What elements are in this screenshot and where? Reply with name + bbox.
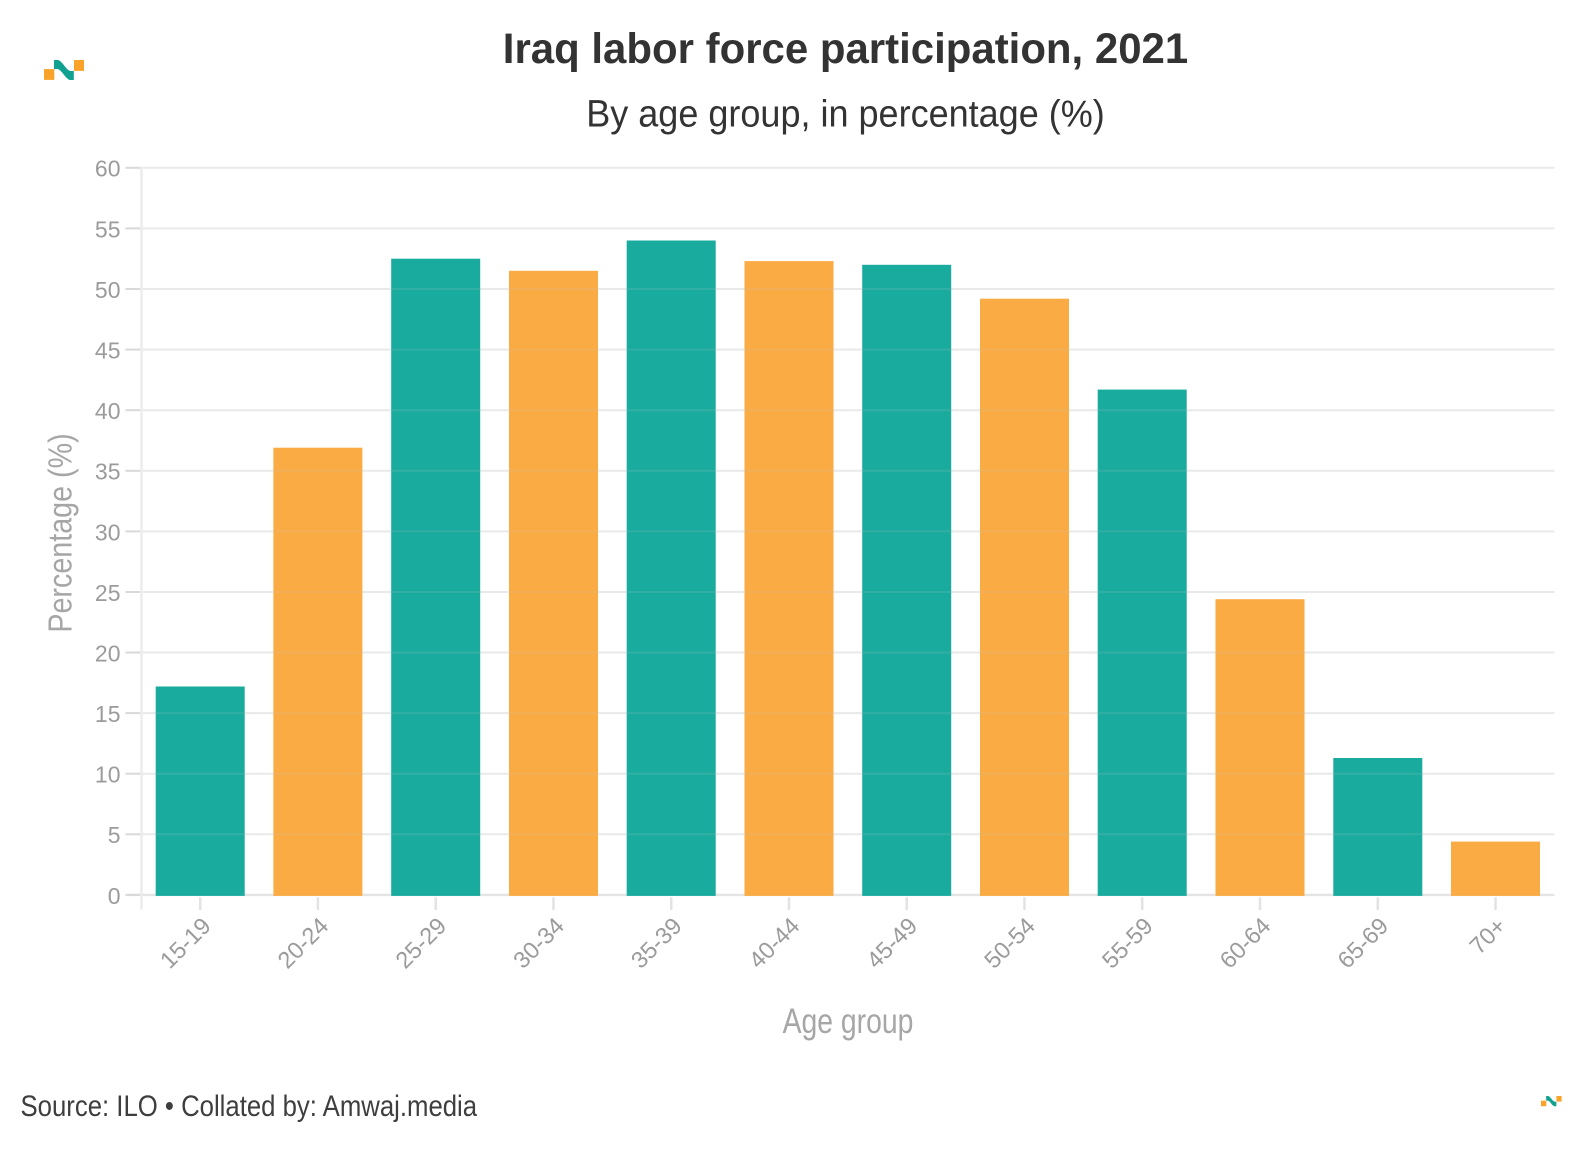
svg-text:65-69: 65-69 xyxy=(1332,913,1393,974)
svg-text:Iraq labor force participation: Iraq labor force participation, 2021 xyxy=(503,26,1188,74)
svg-text:5: 5 xyxy=(108,822,121,848)
svg-text:25-29: 25-29 xyxy=(390,913,451,974)
svg-text:Percentage (%): Percentage (%) xyxy=(42,433,79,632)
svg-text:30-34: 30-34 xyxy=(508,913,569,974)
svg-text:70+: 70+ xyxy=(1464,913,1511,960)
svg-text:30: 30 xyxy=(95,519,121,545)
svg-text:35-39: 35-39 xyxy=(626,913,687,974)
svg-text:60-64: 60-64 xyxy=(1215,913,1276,974)
svg-text:60: 60 xyxy=(95,156,121,182)
svg-text:45: 45 xyxy=(95,338,121,364)
svg-text:50: 50 xyxy=(95,277,121,303)
svg-text:50-54: 50-54 xyxy=(979,913,1040,974)
svg-text:By age group, in percentage (%: By age group, in percentage (%) xyxy=(586,92,1105,135)
svg-text:55: 55 xyxy=(95,216,121,242)
svg-text:35: 35 xyxy=(95,459,121,485)
svg-text:20: 20 xyxy=(95,640,121,666)
svg-text:40-44: 40-44 xyxy=(744,913,805,974)
svg-text:45-49: 45-49 xyxy=(861,913,922,974)
svg-text:55-59: 55-59 xyxy=(1097,913,1158,974)
svg-text:20-24: 20-24 xyxy=(273,913,334,974)
svg-text:Source: ILO • Collated by: Amw: Source: ILO • Collated by: Amwaj.media xyxy=(21,1089,478,1122)
svg-text:15: 15 xyxy=(95,701,121,727)
svg-text:25: 25 xyxy=(95,580,121,606)
svg-text:Age group: Age group xyxy=(783,1001,914,1041)
svg-text:40: 40 xyxy=(95,398,121,424)
svg-text:10: 10 xyxy=(95,762,121,788)
svg-text:15-19: 15-19 xyxy=(155,913,216,974)
svg-text:0: 0 xyxy=(108,883,121,909)
